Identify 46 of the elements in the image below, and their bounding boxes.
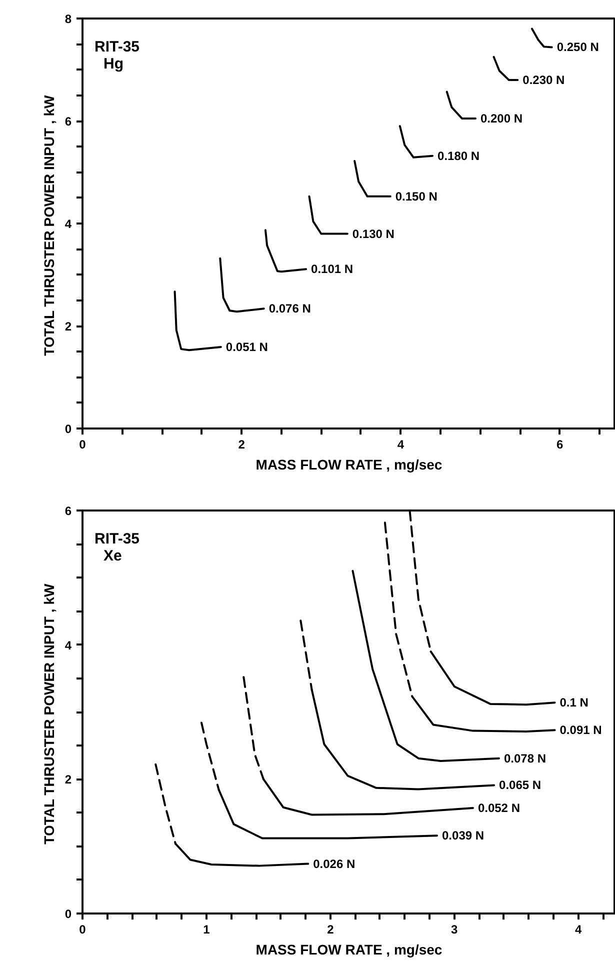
series-label: 0.039 N <box>442 828 484 843</box>
series-label: 0.076 N <box>268 302 311 316</box>
series-label: 0.1 N <box>560 696 588 710</box>
y-tick-label: 0 <box>64 907 72 921</box>
y-tick-label: 6 <box>64 504 72 518</box>
y-axis-title: TOTAL THRUSTER POWER INPUT , kW <box>40 583 57 844</box>
x-tick-label: 0 <box>79 922 86 936</box>
x-tick-label: 2 <box>238 438 246 452</box>
series-label: 0.101 N <box>311 262 354 276</box>
y-tick-label: 4 <box>64 217 72 231</box>
series-label: 0.250 N <box>556 40 599 54</box>
series-label: 0.091 N <box>560 723 602 738</box>
line-series <box>352 570 500 762</box>
series-label: 0.230 N <box>522 73 565 87</box>
x-tick-label: 6 <box>556 438 564 452</box>
series-label: 0.130 N <box>352 226 394 241</box>
text: RIT-35 Xe <box>94 530 140 564</box>
text: RIT-35 Hg <box>94 38 140 72</box>
series-label: 0.065 N <box>499 778 542 792</box>
y-tick-label: 0 <box>64 422 72 436</box>
x-tick-label: 4 <box>397 438 404 452</box>
line-series <box>398 125 434 158</box>
x-axis-title: MASS FLOW RATE , mg/sec <box>256 942 442 958</box>
x-axis-title: MASS FLOW RATE , mg/sec <box>256 456 442 472</box>
series-label: 0.078 N <box>504 751 546 766</box>
series-label: 0.051 N <box>226 340 268 354</box>
x-tick-label: 2 <box>327 922 334 936</box>
series-label: 0.200 N <box>480 111 523 126</box>
y-axis-title: TOTAL THRUSTER POWER INPUT , kW <box>40 94 57 356</box>
series-label: 0.026 N <box>313 856 356 871</box>
y-tick-label: 6 <box>64 114 72 128</box>
y-tick-label: 8 <box>64 12 72 26</box>
line-series <box>530 28 553 48</box>
line-series <box>219 257 265 313</box>
series-label: 0.052 N <box>478 801 520 816</box>
x-tick-label: 1 <box>203 922 210 936</box>
y-tick-label: 2 <box>64 320 72 334</box>
series-label: 0.180 N <box>438 148 480 163</box>
y-tick-label: 2 <box>64 772 72 787</box>
line-series <box>174 290 222 352</box>
x-tick-label: 4 <box>574 922 582 936</box>
line-series <box>264 229 308 273</box>
x-tick-label: 0 <box>79 438 86 452</box>
y-tick-label: 4 <box>64 638 72 652</box>
series-label: 0.150 N <box>395 189 438 204</box>
x-tick-label: 3 <box>451 922 458 936</box>
